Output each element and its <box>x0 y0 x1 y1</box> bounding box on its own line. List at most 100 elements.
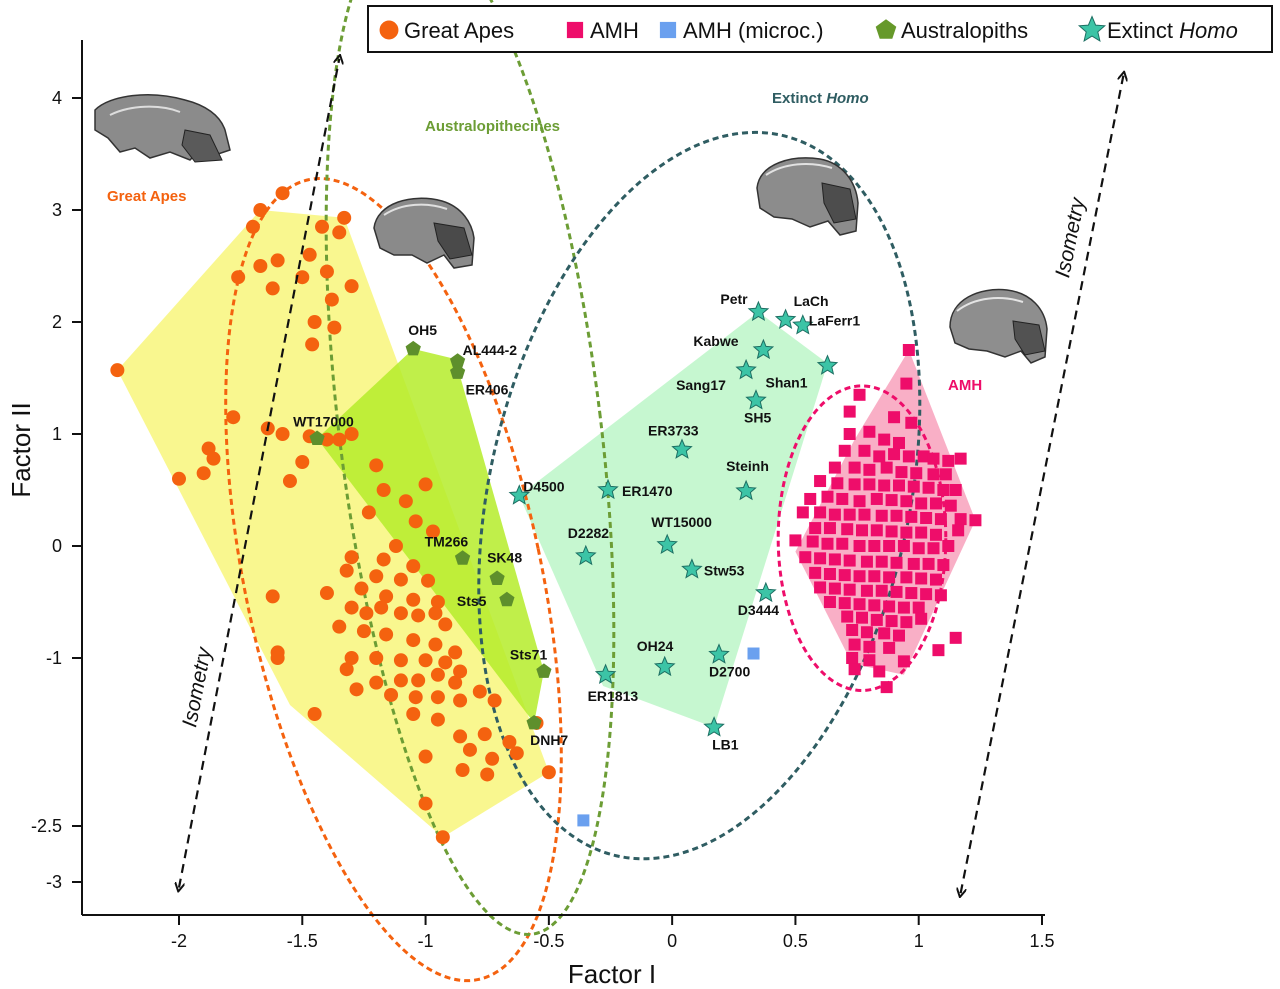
data-point <box>577 814 590 827</box>
data-point <box>868 599 881 612</box>
data-point <box>339 563 354 578</box>
data-point <box>843 554 856 567</box>
data-point <box>809 566 822 579</box>
data-point <box>265 589 280 604</box>
data-point <box>408 514 423 529</box>
data-point <box>305 337 320 352</box>
y-tick-label: -3 <box>46 872 62 892</box>
y-tick-label: 4 <box>52 88 62 108</box>
data-point <box>814 475 827 488</box>
data-point <box>265 281 280 296</box>
y-tick-label: 2 <box>52 312 62 332</box>
data-point <box>480 767 495 782</box>
data-point <box>388 539 403 553</box>
data-point <box>526 715 542 730</box>
point-label: ER406 <box>466 381 509 397</box>
data-point <box>405 340 421 356</box>
isometry-arrow <box>961 76 1124 894</box>
data-point <box>450 353 466 368</box>
data-point <box>883 571 896 584</box>
data-point <box>307 707 322 721</box>
data-point <box>295 455 310 469</box>
data-point <box>408 690 423 705</box>
data-point <box>349 682 364 697</box>
data-point <box>858 508 871 521</box>
data-point <box>421 573 436 588</box>
data-point <box>954 452 967 465</box>
data-point <box>905 510 918 523</box>
data-point <box>337 210 352 225</box>
data-point <box>860 584 873 597</box>
point-label: OH24 <box>637 638 674 654</box>
data-point <box>509 746 524 761</box>
amh-region-label: AMH <box>948 377 982 394</box>
x-tick-label: -2 <box>171 931 187 951</box>
data-point <box>841 523 854 536</box>
data-point <box>455 763 470 777</box>
data-point <box>499 591 515 607</box>
data-point <box>406 559 421 574</box>
data-point <box>828 553 841 566</box>
data-point <box>541 765 556 780</box>
data-point <box>927 468 940 481</box>
data-point <box>344 279 359 294</box>
data-point <box>915 497 928 510</box>
x-tick-label: 0.5 <box>783 931 808 951</box>
data-point <box>875 509 888 522</box>
data-point <box>856 524 869 537</box>
data-point <box>900 571 913 584</box>
data-point <box>472 684 487 699</box>
data-point <box>969 514 982 527</box>
legend-marker <box>659 21 677 39</box>
data-point <box>327 320 342 335</box>
data-point <box>823 522 836 535</box>
data-point <box>393 653 408 668</box>
y-tick-label: -2.5 <box>31 816 62 836</box>
data-point <box>875 555 888 568</box>
data-point <box>883 641 896 654</box>
data-point <box>315 219 330 234</box>
data-point <box>796 506 809 519</box>
data-point <box>275 186 290 201</box>
legend-entry-label: AMH (microc.) <box>683 18 824 43</box>
data-point <box>196 466 211 481</box>
data-point <box>846 652 859 664</box>
data-point <box>853 598 866 611</box>
data-point <box>487 693 502 708</box>
data-point <box>435 830 450 845</box>
point-label: ER3733 <box>648 423 699 439</box>
data-point <box>393 673 408 688</box>
data-point <box>344 651 359 665</box>
data-point <box>536 663 552 678</box>
data-point <box>344 427 359 441</box>
point-label: D4500 <box>523 479 564 495</box>
data-point <box>438 617 453 632</box>
legend-marker <box>379 20 399 40</box>
data-point <box>934 513 947 526</box>
data-point <box>890 585 903 598</box>
data-point <box>853 570 866 583</box>
data-point <box>922 557 935 570</box>
point-label: Sts71 <box>510 646 548 662</box>
point-label: OH5 <box>408 322 437 338</box>
data-point <box>454 550 471 565</box>
data-point <box>344 550 359 565</box>
data-point <box>369 675 384 690</box>
point-label: D3444 <box>738 602 779 618</box>
data-point <box>379 627 394 642</box>
data-point <box>823 596 836 608</box>
data-point <box>890 556 903 569</box>
data-point <box>253 259 268 273</box>
data-point <box>841 610 854 623</box>
data-point <box>406 592 421 607</box>
isometry-arrow <box>179 59 339 888</box>
data-point <box>110 363 125 378</box>
data-point <box>430 690 445 705</box>
point-label: Kabwe <box>693 333 738 349</box>
data-point <box>932 644 945 657</box>
point-label: LB1 <box>712 736 739 752</box>
data-point <box>917 450 930 463</box>
data-point <box>275 427 290 441</box>
data-point <box>873 665 886 678</box>
